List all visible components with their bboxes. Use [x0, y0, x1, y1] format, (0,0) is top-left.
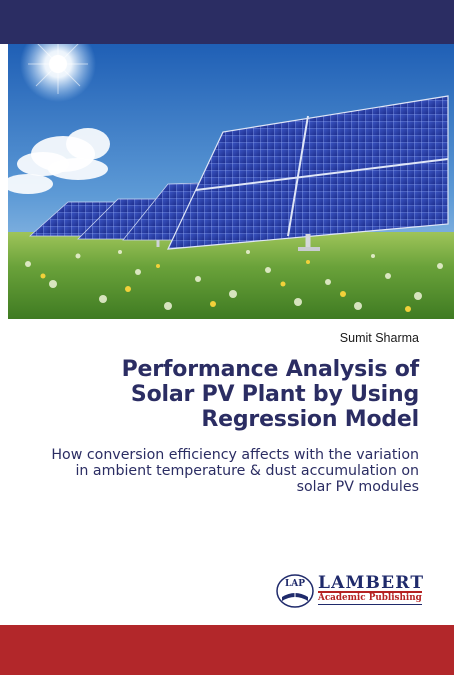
bottom-color-band — [0, 625, 454, 675]
publisher-name: LAMBERT — [318, 573, 425, 593]
book-subtitle: How conversion efficiency affects with t… — [51, 447, 419, 495]
top-color-band — [0, 0, 454, 44]
publisher-underline — [318, 604, 422, 605]
cover-photo-solar-panels — [8, 44, 454, 319]
lap-emblem-text: LAP — [285, 579, 305, 589]
publisher-logo: LAP LAMBERT Academic Publishing — [274, 571, 424, 609]
publisher-tagline: Academic Publishing — [318, 593, 422, 603]
publisher-divider — [318, 591, 422, 593]
author-name: Sumit Sharma — [339, 331, 419, 345]
lap-emblem-icon: LAP — [276, 574, 314, 608]
book-title: Performance Analysis of Solar PV Plant b… — [121, 357, 420, 432]
